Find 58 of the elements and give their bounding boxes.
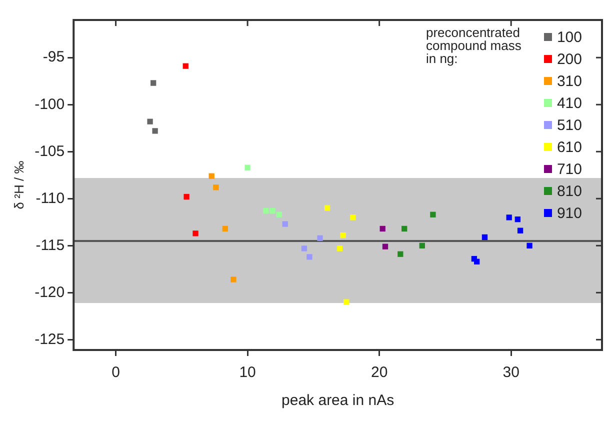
legend-label: 410 xyxy=(556,94,582,112)
point xyxy=(482,234,488,240)
legend-label: 510 xyxy=(556,116,582,134)
point xyxy=(526,242,532,248)
point xyxy=(317,235,323,241)
point xyxy=(192,230,198,236)
point xyxy=(306,254,312,260)
legend-label: 710 xyxy=(556,160,582,178)
y-tick-label: -100 xyxy=(34,96,65,113)
x-tick-label: 20 xyxy=(370,364,388,382)
legend-label: 310 xyxy=(556,72,582,90)
point xyxy=(430,212,436,218)
point xyxy=(402,226,408,232)
point xyxy=(230,276,236,282)
point xyxy=(282,221,288,227)
point xyxy=(152,128,158,134)
x-tick-label: 30 xyxy=(502,364,520,382)
legend-label: 810 xyxy=(556,182,582,200)
point xyxy=(398,251,404,257)
legend-label: 100 xyxy=(556,28,582,46)
point xyxy=(222,226,228,232)
point xyxy=(514,216,520,222)
point xyxy=(276,212,282,218)
point xyxy=(213,184,219,190)
y-tick-label: -115 xyxy=(36,236,65,254)
point xyxy=(270,208,276,214)
point xyxy=(382,244,388,250)
y-tick-label: -110 xyxy=(36,190,65,207)
point xyxy=(336,246,343,252)
y-tick-label: -105 xyxy=(34,142,65,160)
point xyxy=(517,228,524,234)
point xyxy=(340,232,346,238)
y-tick-label: -120 xyxy=(34,284,65,301)
point xyxy=(184,194,190,200)
y-axis-title: δ ²H / ‰ xyxy=(11,160,26,210)
point xyxy=(182,63,188,69)
point xyxy=(208,173,214,179)
point xyxy=(150,80,156,86)
point xyxy=(324,205,330,211)
y-tick-label: -95 xyxy=(42,48,65,66)
point xyxy=(344,299,350,305)
point xyxy=(244,164,250,170)
x-axis-title: peak area in nAs xyxy=(282,392,394,410)
point xyxy=(301,246,308,252)
y-tick-label: -125 xyxy=(34,330,65,348)
x-tick-label: 10 xyxy=(239,364,256,382)
legend-label: 200 xyxy=(556,50,582,68)
legend-title: preconcentrated compound mass in ng: xyxy=(426,25,522,66)
point xyxy=(506,214,512,220)
legend-label: 610 xyxy=(556,138,582,156)
legend-label: 910 xyxy=(556,204,582,222)
point xyxy=(147,118,153,124)
point xyxy=(380,226,386,232)
x-tick-label: 0 xyxy=(112,364,120,382)
point xyxy=(474,258,480,264)
point xyxy=(350,214,356,220)
point xyxy=(419,242,425,248)
point xyxy=(263,208,269,214)
